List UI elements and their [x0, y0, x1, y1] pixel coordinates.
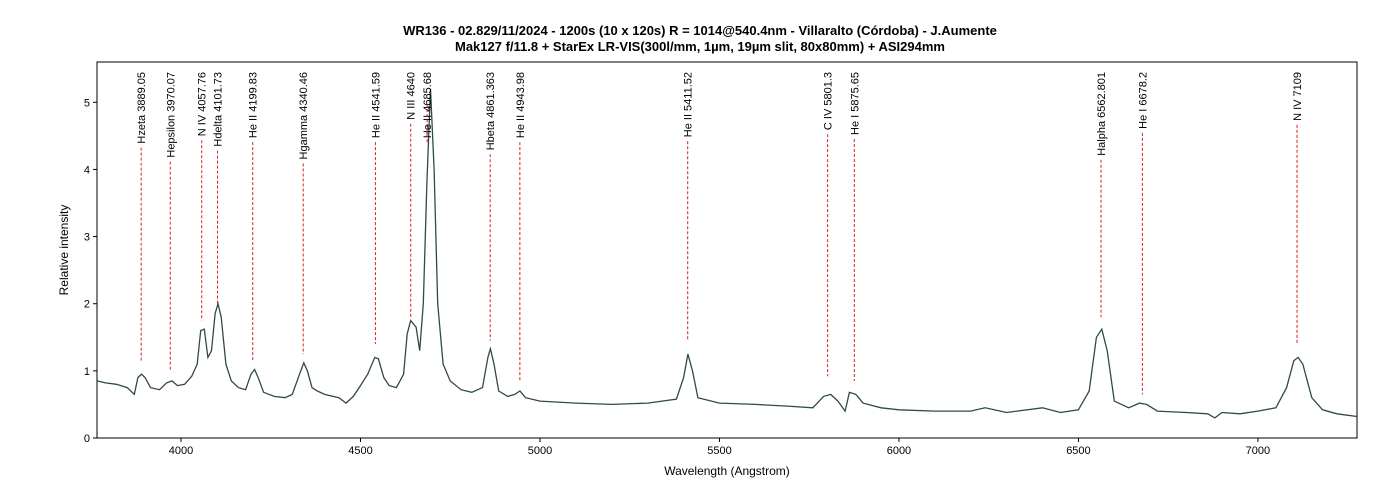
chart-subtitle: Mak127 f/11.8 + StarEx LR-VIS(300l/mm, 1… — [455, 39, 945, 54]
x-tick-label: 4000 — [169, 445, 193, 457]
x-tick-label: 5000 — [528, 445, 552, 457]
x-tick-label: 6500 — [1066, 445, 1090, 457]
annotation-label: Halpha 6562.801 — [1096, 72, 1108, 156]
y-tick-label: 2 — [84, 299, 90, 311]
x-tick-label: 7000 — [1246, 445, 1270, 457]
y-tick-label: 5 — [84, 97, 90, 109]
x-tick-label: 5500 — [707, 445, 731, 457]
y-axis-label: Relative intensity — [57, 205, 71, 296]
annotation-label: He II 4685.68 — [422, 72, 434, 138]
x-tick-label: 4500 — [348, 445, 372, 457]
x-tick-label: 6000 — [887, 445, 911, 457]
annotation-label: He II 5411.52 — [683, 72, 695, 137]
annotation-label: Hbeta 4861.363 — [485, 72, 497, 150]
annotation-label: Hgamma 4340.46 — [298, 72, 310, 159]
x-axis-label: Wavelength (Angstrom) — [664, 464, 790, 478]
annotation-label: Hzeta 3889.05 — [136, 72, 148, 144]
annotation-label: N III 4640 — [406, 72, 418, 120]
y-tick-label: 3 — [84, 232, 90, 244]
y-tick-label: 4 — [84, 164, 90, 176]
spectrum-line — [96, 88, 1358, 419]
annotation-label: Hdelta 4101.73 — [213, 72, 225, 147]
annotation-label: He II 4943.98 — [515, 72, 527, 138]
annotation-label: He II 4199.83 — [248, 72, 260, 138]
annotation-label: N IV 7109 — [1292, 72, 1304, 121]
annotation-label: He I 6678.2 — [1137, 72, 1149, 129]
annotation-label: He I 5875.65 — [849, 72, 861, 135]
annotation-label: C IV 5801.3 — [823, 72, 835, 130]
y-tick-label: 1 — [84, 366, 90, 378]
annotation-label: He II 4541.59 — [370, 72, 382, 138]
y-tick-label: 0 — [84, 433, 90, 445]
annotation-label: Hepsilon 3970.07 — [165, 72, 177, 158]
annotation-label: N IV 4057.76 — [197, 72, 209, 136]
plot-frame — [96, 61, 1358, 439]
chart-title: WR136 - 02.829/11/2024 - 1200s (10 x 120… — [403, 23, 997, 38]
